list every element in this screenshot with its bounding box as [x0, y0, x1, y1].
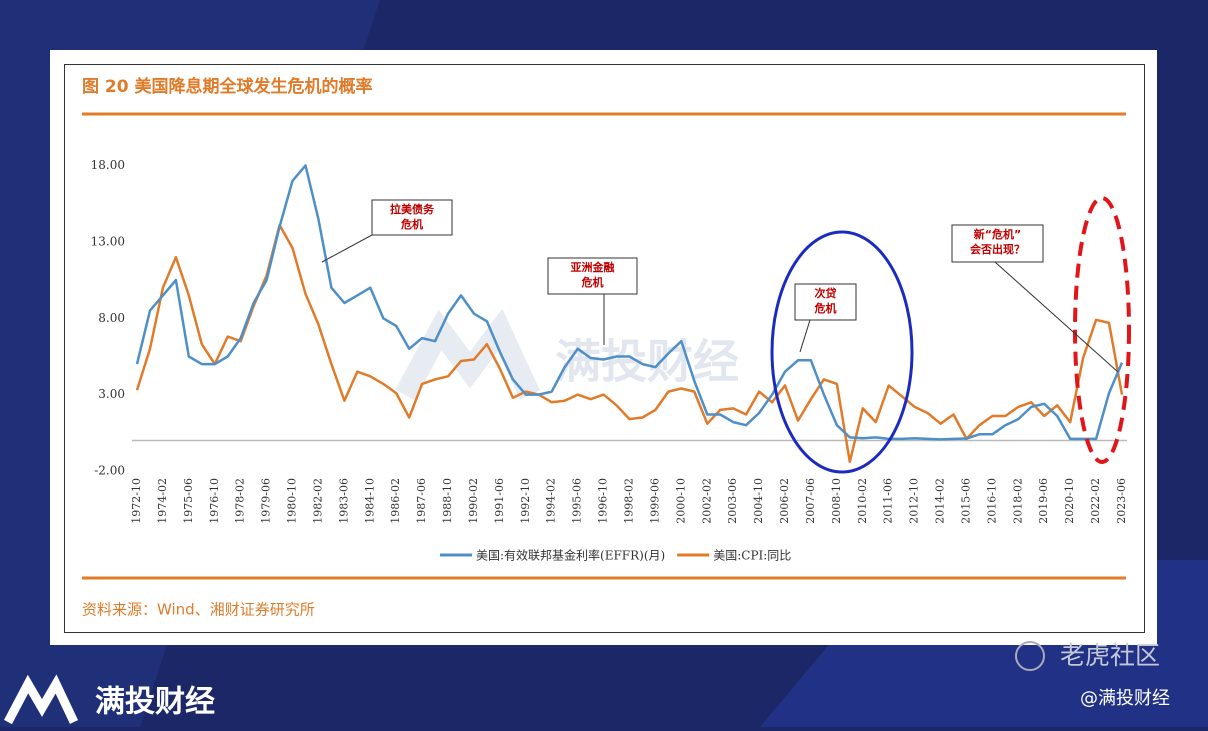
- series-line: [135, 223, 1124, 464]
- y-tick-label: 3.00: [98, 387, 125, 401]
- x-tick-label: 1995-06: [571, 478, 584, 524]
- logo-icon: [4, 674, 79, 725]
- annotation-text: 拉美债务: [390, 202, 435, 216]
- x-tick-label: 1987-06: [415, 478, 428, 524]
- x-tick-label: 2003-06: [726, 478, 739, 524]
- x-tick-label: 1990-02: [467, 478, 480, 524]
- x-tick-label: 2015-06: [959, 478, 972, 524]
- annotation-leader: [994, 261, 1119, 373]
- x-tick-label: 2012-10: [908, 478, 921, 524]
- legend-label: 美国:CPI:同比: [713, 549, 791, 563]
- community-text: 老虎社区: [1060, 641, 1160, 670]
- annotation-box: [951, 224, 1044, 263]
- x-tick-label: 2000-10: [674, 478, 687, 524]
- x-tick-label: 1983-06: [337, 478, 350, 524]
- plot: -2.00 3.00 8.00 13.00 18.00 1972-10 1974-02 197…: [91, 158, 1128, 562]
- x-tick-label: 1972-10: [130, 478, 143, 524]
- x-tick-label: 1992-10: [519, 478, 532, 524]
- series-line: [135, 164, 1124, 441]
- highlight-ellipse: [770, 230, 914, 474]
- watermark-logo: [395, 308, 540, 401]
- x-tick-label: 2016-10: [985, 478, 998, 524]
- x-tick-label: 1998-02: [623, 478, 636, 524]
- annotation-leader: [321, 234, 373, 263]
- x-tick-label: 2018-02: [1011, 478, 1024, 524]
- y-tick-label: 13.00: [91, 234, 125, 248]
- card-border: [64, 64, 1145, 633]
- annotation-text: 危机: [400, 217, 423, 231]
- x-tick-label: 2010-02: [856, 478, 869, 524]
- annotation-box: [794, 283, 857, 321]
- legend-label: 美国:有效联邦基金利率(EFFR)(月): [476, 548, 665, 563]
- highlight-ellipse: [1073, 196, 1131, 464]
- annotation-leader: [799, 319, 811, 353]
- annotation-box: [371, 199, 453, 236]
- x-tick-label: 1980-10: [286, 478, 299, 524]
- annotation-box: [547, 257, 638, 295]
- annotation-text: 亚洲金融: [571, 260, 615, 274]
- x-tick-label: 2020-10: [1063, 478, 1076, 524]
- x-tick-label: 2004-10: [752, 478, 765, 524]
- x-tick-label: 1999-06: [648, 478, 661, 524]
- x-tick-label: 2007-06: [804, 478, 817, 524]
- x-tick-label: 2006-02: [778, 478, 791, 524]
- x-tick-label: 1982-02: [311, 478, 324, 524]
- x-tick-label: 1996-10: [597, 478, 610, 524]
- x-tick-label: 1994-02: [545, 478, 558, 524]
- y-tick-label: -2.00: [94, 464, 125, 478]
- x-tick-label: 1991-06: [493, 478, 506, 524]
- x-tick-label: 1978-02: [234, 478, 247, 524]
- community-icon: [1015, 641, 1045, 671]
- x-tick-label: 1976-10: [208, 478, 221, 524]
- x-tick-label: 1975-06: [182, 478, 195, 524]
- y-tick-label: 8.00: [98, 311, 125, 325]
- x-tick-label: 2011-06: [882, 478, 895, 524]
- handle-text: @满投财经: [1080, 688, 1170, 709]
- x-tick-label: 1984-10: [363, 478, 376, 524]
- x-tick-label: 1979-06: [260, 478, 273, 524]
- chart-title: 图 20 美国降息期全球发生危机的概率: [82, 76, 373, 97]
- annotation-text: 次贷: [815, 286, 837, 300]
- watermark: 满投财经: [555, 335, 739, 389]
- x-tick-label: 1988-10: [441, 478, 454, 524]
- x-tick-label: 2023-06: [1115, 478, 1128, 524]
- logo-text: 满投财经: [95, 685, 215, 720]
- x-tick-label: 1974-02: [156, 478, 169, 524]
- x-tick-label: 2014-02: [934, 478, 947, 524]
- annotation-text: 新“危机”: [974, 227, 1021, 241]
- x-tick-label: 2008-10: [830, 478, 843, 524]
- x-tick-label: 2019-06: [1037, 478, 1050, 524]
- annotation-text: 危机: [581, 275, 604, 289]
- annotation-text: 危机: [814, 301, 837, 315]
- x-tick-label: 1986-02: [389, 478, 402, 524]
- y-tick-label: 18.00: [91, 158, 125, 172]
- annotation-text: 会否出现？: [970, 242, 1025, 256]
- x-tick-label: 2022-02: [1089, 478, 1102, 524]
- x-tick-label: 2002-02: [700, 478, 713, 524]
- source-note: 资料来源：Wind、湘财证券研究所: [82, 601, 315, 619]
